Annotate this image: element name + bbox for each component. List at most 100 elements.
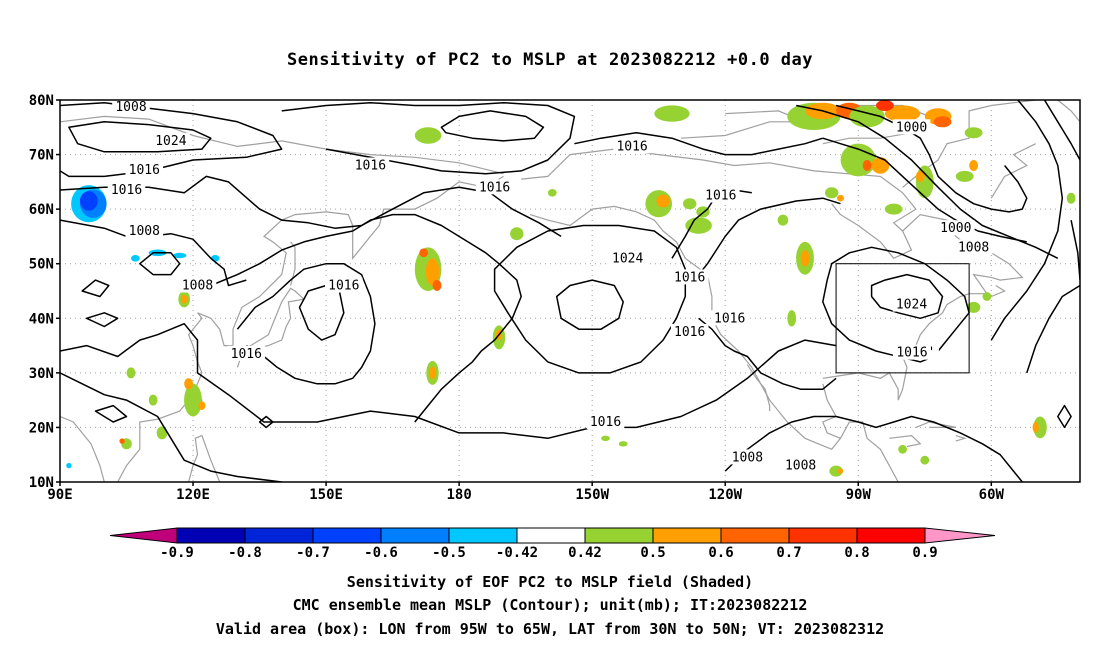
sensitivity-patch [656,194,670,208]
coastline-segment [60,115,504,175]
contour-label-bg [670,323,709,339]
sensitivity-patch [915,165,934,199]
isobar [281,101,576,175]
isobar [236,262,376,385]
contour-label-bg [954,239,993,255]
contour-label: 1016 [590,415,621,430]
isobar [60,372,282,482]
isobar [796,104,1059,259]
sensitivity-patch [871,157,890,174]
isobar [60,175,562,238]
sensitivity-patch [876,100,894,111]
sensitivity-patch [126,367,136,379]
contour-label-bg [613,138,651,154]
colorbar-cell [380,527,450,544]
isobar [693,197,841,281]
sensitivity-patch [915,170,925,182]
contour-label-bg [107,182,146,197]
lon-tick-label: 150W [575,487,609,503]
contour-label: 1000 [896,120,927,135]
sensitivity-patch [131,254,140,262]
isobar [68,121,212,153]
colorbar-cell [176,527,246,544]
contour-label: 1016 [674,270,705,285]
lon-tick-label: 150E [309,487,343,503]
colorbar-label: -0.5 [432,545,466,561]
colorbar-cell [788,527,858,544]
contour-label-bg [892,344,939,360]
coastline-segment [991,284,1006,298]
contour-label-bg [937,220,975,236]
isobar [1057,404,1072,429]
sensitivity-patch [685,217,712,234]
sensitivity-patch [966,301,981,313]
sensitivity-patch [829,465,843,477]
sensitivity-patch [862,160,872,171]
colorbar-cell [448,527,518,544]
isobar [94,404,128,423]
contour-label-bg [325,277,363,293]
isobar [298,284,345,341]
lat-tick-label: 10N [29,475,54,491]
isobar [698,317,837,390]
isobar [139,252,181,276]
contour-label: 1000 [940,221,971,236]
contour-label-bg [892,119,931,135]
plot-frame [59,99,1081,483]
contour-label-bg [670,269,709,285]
contour-label: 1016 [129,163,160,178]
isobar [555,279,624,330]
colorbar-label: 0.7 [776,545,801,561]
contour-label: 1024 [896,298,927,313]
lon-tick-label: 180 [446,487,471,503]
colorbar-label: 0.8 [844,545,869,561]
coastline-segment [915,421,956,428]
contour-label-bg [125,161,164,177]
sensitivity-patch [1066,192,1076,204]
contour-label-bg [351,157,390,173]
colorbar-label: 0.6 [708,545,733,561]
contour-label: 1024 [612,251,643,266]
contour-label: 1008 [129,224,160,239]
colorbar-label: -0.7 [296,545,330,561]
contour-label: 1016 [674,325,705,340]
sensitivity-patch [884,203,903,215]
sensitivity-patch [181,294,188,304]
sensitivity-patch [618,441,628,447]
valid-area-box [835,263,970,374]
lat-tick-label: 20N [29,420,54,436]
isobar [1026,284,1080,374]
isobar [85,312,119,328]
sensitivity-patch [825,187,839,199]
sensitivity-patch [198,401,206,410]
sensitivity-patch [119,438,125,444]
sensitivity-patch [933,116,952,128]
contour-label: 1016 [231,347,262,362]
lat-tick-label: 40N [29,311,54,327]
sensitivity-patch [419,248,429,258]
isobar [493,224,687,374]
sensitivity-patch [156,426,168,440]
contour-label-bg [227,345,266,361]
coastline-segment [955,435,967,442]
contour-label-bg [781,457,820,473]
isobar [990,100,1064,341]
sensitivity-patch [510,227,524,241]
sensitivity-patch [777,214,789,226]
map-title: Sensitivity of PC2 to MSLP at 2023082212… [286,50,813,70]
contour-label-bg [586,414,625,429]
sensitivity-patch [547,189,557,197]
contour-label: 1008 [115,100,146,115]
contour-label: 1016' [896,346,935,361]
contour-label: 1008 [958,240,989,255]
coastline-segment [1057,100,1080,123]
contour-label: 1016 [355,159,386,174]
isobar [81,279,110,298]
isobar [440,110,545,142]
sensitivity-patch [1033,416,1047,439]
contour-label-bg [125,223,164,238]
sensitivity-shading [66,100,1076,477]
coastline-segment [529,205,899,482]
